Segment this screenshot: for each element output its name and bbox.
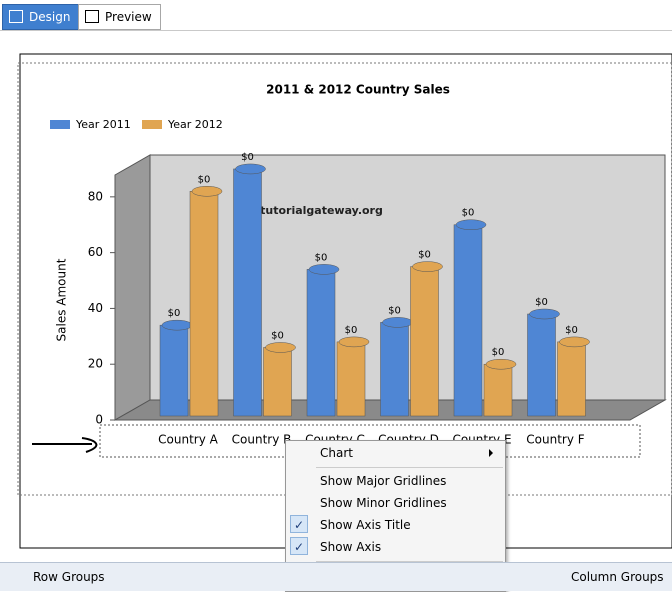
grouping-pane: Row Groups Column Groups	[0, 562, 672, 591]
legend-swatch	[142, 120, 162, 129]
data-label: $0	[535, 297, 548, 308]
bar	[233, 168, 262, 417]
side-wall	[114, 154, 151, 421]
x-tick-label: Country F	[526, 433, 584, 447]
y-tick-label: 20	[88, 357, 103, 371]
menu-item[interactable]: Show Major Gridlines	[320, 474, 447, 488]
legend-label: Year 2012	[167, 118, 223, 131]
bar	[336, 341, 366, 417]
menu-item[interactable]: Chart	[320, 446, 353, 460]
bar	[189, 191, 219, 417]
menu-item[interactable]: Show Axis	[320, 540, 382, 554]
design-tab[interactable]: Design	[2, 4, 80, 30]
bar	[483, 363, 513, 417]
submenu-arrow	[489, 449, 493, 457]
bar-cap	[161, 319, 193, 331]
y-axis-title: Sales Amount	[55, 258, 69, 341]
bar-cap	[338, 336, 370, 348]
bar	[557, 341, 586, 417]
y-tick-label: 40	[88, 301, 103, 315]
tab-bar: Design Preview	[0, 0, 672, 31]
chart-title: 2011 & 2012 Country Sales	[266, 83, 450, 97]
data-label: $0	[418, 250, 431, 261]
data-label: $0	[241, 152, 254, 163]
bar-cap	[308, 264, 340, 275]
data-label: $0	[345, 325, 358, 336]
row-groups[interactable]: Row Groups	[33, 570, 105, 584]
watermark: ©tutorialgateway.org	[249, 204, 383, 217]
y-tick-label: 60	[88, 245, 103, 259]
legend-swatch	[50, 120, 70, 129]
bar	[263, 347, 292, 417]
x-tick-label: Country A	[158, 433, 218, 447]
bar-cap	[191, 186, 223, 197]
legend-label: Year 2011	[75, 118, 131, 131]
preview-tab[interactable]: Preview	[78, 4, 161, 30]
menu-item[interactable]: Show Minor Gridlines	[320, 496, 447, 510]
bar-cap	[235, 163, 266, 175]
bar	[527, 313, 556, 417]
data-label: $0	[565, 325, 578, 336]
separator	[316, 561, 503, 562]
bar-cap	[412, 261, 443, 272]
data-label: $0	[492, 347, 505, 358]
bar-cap	[485, 358, 517, 370]
data-label: $0	[271, 330, 284, 341]
bar-cap	[559, 336, 590, 348]
bar	[380, 322, 409, 417]
check: ✓	[290, 515, 308, 533]
column-groups[interactable]: Column Groups	[571, 570, 664, 584]
tab-label: Design	[29, 10, 71, 24]
data-label: $0	[462, 208, 475, 219]
data-label: $0	[168, 308, 181, 319]
y-tick-label: 0	[95, 413, 103, 427]
check: ✓	[290, 537, 308, 555]
data-label: $0	[388, 305, 401, 316]
bar	[453, 224, 483, 417]
bar-cap	[455, 219, 487, 230]
data-label: $0	[198, 174, 211, 185]
menu-item[interactable]: Show Axis Title	[320, 518, 411, 532]
bar-cap	[529, 308, 560, 320]
data-label: $0	[315, 252, 328, 263]
bar	[306, 269, 336, 417]
bar-cap	[382, 317, 413, 328]
arrow	[32, 437, 98, 453]
bar-cap	[265, 342, 296, 353]
y-tick-label: 80	[88, 189, 103, 203]
x-tick-label: Country B	[232, 433, 292, 447]
bar	[410, 266, 439, 417]
bar	[159, 324, 189, 417]
tab-label: Preview	[105, 10, 152, 24]
separator	[316, 467, 503, 468]
